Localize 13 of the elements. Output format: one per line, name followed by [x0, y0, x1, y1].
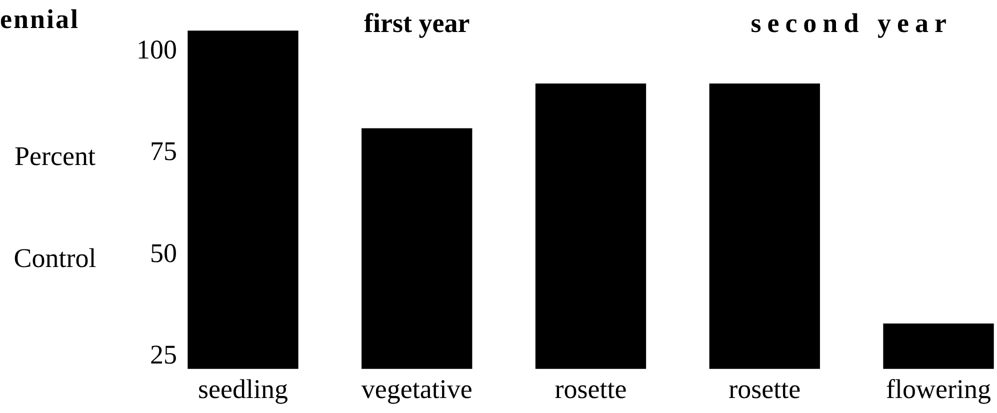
x-tick-label: seedling: [198, 374, 288, 404]
annotation: second year: [750, 8, 952, 38]
x-tick-label: rosette: [554, 374, 627, 404]
text: Percent Control: [14, 141, 96, 273]
y-tick-label: 25: [150, 339, 177, 370]
y-tick-label: 50: [150, 238, 177, 268]
y-tick-label: 75: [150, 136, 177, 166]
y-tick-label: 100: [136, 34, 177, 64]
x-tick-label: flowering: [886, 374, 991, 404]
x-tick-label: rosette: [728, 374, 801, 404]
annotation: first year: [364, 8, 470, 38]
x-tick-label: vegetative: [361, 374, 472, 404]
chart-title: ennial: [0, 4, 80, 34]
